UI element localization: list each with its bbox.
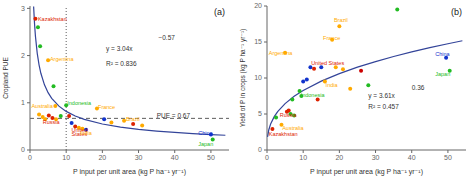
- svg-text:Australia: Australia: [282, 125, 304, 131]
- svg-text:1: 1: [21, 99, 25, 106]
- svg-text:China: China: [435, 51, 450, 57]
- svg-text:Cropland PUE: Cropland PUE: [8, 57, 10, 99]
- svg-text:PUE = 0.67: PUE = 0.67: [157, 112, 191, 119]
- svg-text:3: 3: [21, 5, 25, 12]
- html-text:(a): (a): [214, 7, 225, 17]
- svg-text:0: 0: [258, 146, 262, 153]
- svg-text:−0.57: −0.57: [158, 34, 175, 41]
- svg-text:China: China: [198, 130, 213, 136]
- svg-text:20: 20: [254, 2, 262, 9]
- svg-text:y = 3.61x: y = 3.61x: [368, 92, 395, 100]
- svg-text:5: 5: [258, 110, 262, 117]
- svg-text:20: 20: [98, 154, 106, 161]
- svg-text:R² = 0.836: R² = 0.836: [106, 60, 137, 67]
- svg-text:0: 0: [265, 154, 269, 161]
- svg-text:Argentina: Argentina: [269, 50, 293, 56]
- svg-text:30: 30: [135, 154, 143, 161]
- svg-text:Kazakhstan: Kazakhstan: [269, 131, 298, 137]
- svg-text:40: 40: [171, 154, 179, 161]
- svg-text:R² = 0.457: R² = 0.457: [368, 103, 399, 110]
- svg-text:P input per unit area (kg P ha: P input per unit area (kg P ha⁻¹ yr⁻¹): [73, 168, 186, 176]
- svg-text:Brazil: Brazil: [334, 17, 348, 23]
- svg-text:50: 50: [444, 154, 452, 161]
- svg-text:Australia: Australia: [31, 103, 53, 109]
- svg-text:10: 10: [254, 74, 262, 81]
- svg-text:20: 20: [335, 154, 343, 161]
- svg-text:40: 40: [408, 154, 416, 161]
- svg-text:10: 10: [62, 154, 70, 161]
- svg-text:15: 15: [254, 38, 262, 45]
- svg-text:United States: United States: [311, 60, 344, 66]
- svg-text:30: 30: [372, 154, 380, 161]
- svg-text:India: India: [326, 82, 339, 88]
- svg-text:Indonesia: Indonesia: [67, 100, 92, 106]
- svg-text:10: 10: [299, 154, 307, 161]
- svg-text:Yield of P in crops (kg P ha⁻¹: Yield of P in crops (kg P ha⁻¹ yr⁻¹): [239, 29, 247, 128]
- svg-text:Argentina: Argentina: [50, 56, 74, 62]
- svg-text:y = 3.04x: y = 3.04x: [106, 45, 133, 53]
- svg-text:Japan: Japan: [435, 71, 450, 77]
- svg-text:0: 0: [21, 146, 25, 153]
- svg-text:France: France: [98, 104, 115, 110]
- svg-text:France: France: [323, 35, 340, 41]
- svg-text:0.36: 0.36: [412, 84, 425, 91]
- svg-text:India: India: [80, 130, 93, 136]
- svg-text:Japan: Japan: [198, 141, 213, 147]
- svg-text:0: 0: [28, 154, 32, 161]
- svg-text:Indonesia: Indonesia: [301, 92, 326, 98]
- svg-text:2: 2: [21, 52, 25, 59]
- svg-text:Kazakhstan: Kazakhstan: [38, 16, 67, 22]
- svg-text:Russia: Russia: [280, 112, 298, 118]
- svg-text:Brazil: Brazil: [126, 116, 140, 122]
- svg-text:Russia: Russia: [43, 119, 61, 125]
- html-text:(b): (b): [451, 7, 462, 17]
- svg-text:P input per unit area (kg P ha: P input per unit area (kg P ha⁻¹ yr⁻¹): [310, 168, 423, 176]
- svg-text:50: 50: [207, 154, 215, 161]
